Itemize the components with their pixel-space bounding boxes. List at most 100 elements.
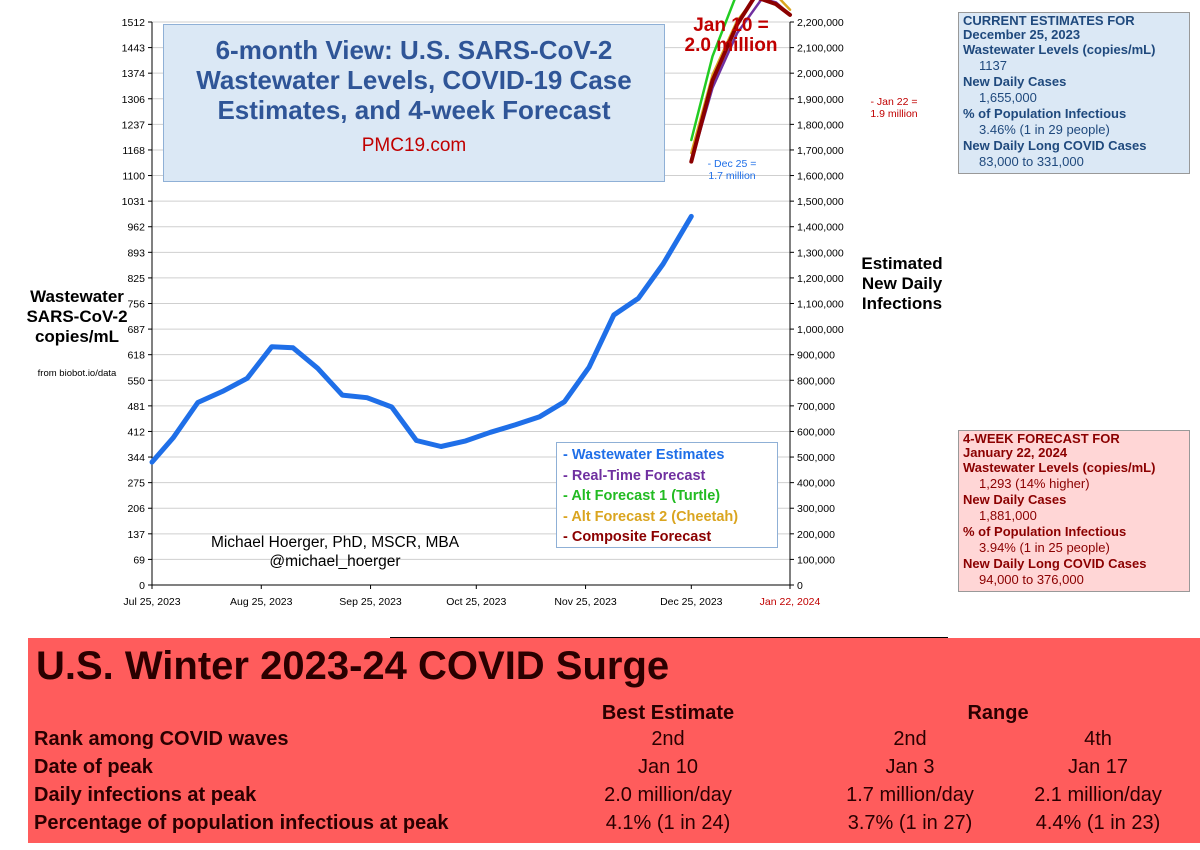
left-tick-label: 69 — [133, 554, 145, 566]
right-tick-label: 1,300,000 — [797, 247, 844, 259]
left-axis-source: from biobot.io/data — [37, 368, 117, 379]
right-tick-label: 1,100,000 — [797, 299, 844, 311]
current-cases-value: 1,655,000 — [979, 90, 1037, 105]
peak-annotation: Jan 10 = 2.0 million — [666, 16, 796, 56]
forecast-header-2: January 22, 2024 — [963, 445, 1068, 460]
row-label: Date of peak — [34, 756, 153, 778]
x-tick-label: Nov 25, 2023 — [554, 596, 617, 608]
left-tick-label: 344 — [127, 452, 145, 464]
forecast-longcovid-label: New Daily Long COVID Cases — [963, 556, 1147, 571]
current-infectious-value: 3.46% (1 in 29 people) — [979, 122, 1110, 137]
table-row: Percentage of population infectious at p… — [28, 812, 1200, 838]
author-credit: Michael Hoerger, PhD, MSCR, MBA @michael… — [180, 533, 490, 571]
right-tick-label: 700,000 — [797, 401, 835, 413]
left-tick-label: 1306 — [122, 94, 146, 106]
right-tick-label: 1,800,000 — [797, 119, 844, 131]
left-tick-label: 1100 — [122, 171, 145, 183]
row-high: 4.4% (1 in 23) — [1035, 812, 1161, 834]
table-row: Daily infections at peak 2.0 million/day… — [28, 784, 1200, 810]
row-label: Rank among COVID waves — [34, 728, 289, 750]
left-tick-label: 1237 — [122, 119, 146, 131]
right-tick-label: 400,000 — [797, 478, 835, 490]
legend-item-turtle: - Alt Forecast 1 (Turtle) — [563, 488, 721, 504]
forecast-longcovid-value: 94,000 to 376,000 — [979, 572, 1084, 587]
right-tick-label: 900,000 — [797, 350, 835, 362]
current-estimates-panel: CURRENT ESTIMATES FOR December 25, 2023 … — [958, 12, 1190, 174]
right-tick-label: 2,100,000 — [797, 43, 844, 55]
left-tick-label: 0 — [139, 580, 145, 592]
row-high: Jan 17 — [1067, 756, 1129, 778]
x-tick-label: Jan 22, 2024 — [760, 596, 821, 608]
series-line-4 — [689, 0, 792, 164]
row-best: 4.1% (1 in 24) — [605, 812, 731, 834]
right-tick-label: 100,000 — [797, 554, 835, 566]
left-tick-label: 1512 — [122, 17, 146, 29]
table-row: Rank among COVID waves 2nd 2nd 4th — [28, 728, 1200, 754]
right-tick-label: 1,000,000 — [797, 324, 844, 336]
left-tick-label: 137 — [127, 529, 145, 541]
left-tick-label: 1031 — [122, 196, 146, 208]
dec25-annotation: - Dec 25 = 1.7 million — [696, 158, 768, 182]
right-tick-label: 600,000 — [797, 426, 835, 438]
current-ww-value: 1137 — [979, 58, 1007, 73]
surge-title: U.S. Winter 2023-24 COVID Surge — [36, 644, 670, 688]
current-header-2: December 25, 2023 — [963, 27, 1081, 42]
row-high: 4th — [1084, 728, 1112, 750]
row-low: 1.7 million/day — [846, 784, 974, 806]
left-tick-label: 687 — [127, 324, 145, 336]
left-tick-label: 1374 — [122, 68, 146, 80]
right-tick-label: 1,400,000 — [797, 222, 844, 234]
chart-title: 6-month View: U.S. SARS-CoV-2 Wastewater… — [196, 35, 632, 125]
x-tick-label: Sep 25, 2023 — [339, 596, 402, 608]
left-tick-label: 618 — [127, 350, 145, 362]
legend-item-cheetah: - Alt Forecast 2 (Cheetah) — [563, 508, 739, 525]
current-longcovid-value: 83,000 to 331,000 — [979, 154, 1084, 169]
x-tick-label: Aug 25, 2023 — [230, 596, 293, 608]
left-tick-label: 412 — [127, 426, 145, 438]
left-tick-label: 1168 — [122, 145, 145, 157]
right-tick-label: 2,200,000 — [797, 17, 844, 29]
x-axis-ticks: Jul 25, 2023 Aug 25, 2023 Sep 25, 2023 Oct … — [123, 585, 821, 608]
chart-svg: 0 69 137 206 275 344 412 481 550 618 687 756 825 893 9… — [122, 0, 844, 608]
author-handle: @michael_hoerger — [269, 553, 401, 570]
forecast-infectious-value: 3.94% (1 in 25 people) — [979, 540, 1110, 555]
chart-subtitle: PMC19.com — [361, 135, 467, 156]
row-label: Daily infections at peak — [34, 784, 257, 806]
left-axis-ticks: 0 69 137 206 275 344 412 481 550 618 687 756 825 893 9… — [122, 17, 152, 592]
left-tick-label: 550 — [127, 375, 145, 387]
jan22-annotation: - Jan 22 = 1.9 million — [858, 96, 930, 120]
surge-summary-table: U.S. Winter 2023-24 COVID Surge Best Est… — [28, 638, 1200, 843]
right-axis-title: Estimated New Daily Infections — [861, 254, 943, 313]
forecast-cases-label: New Daily Cases — [963, 492, 1067, 507]
right-tick-label: 0 — [797, 580, 803, 592]
legend-item-realtime: - Real-Time Forecast — [563, 467, 706, 484]
author-name: Michael Hoerger, PhD, MSCR, MBA — [210, 534, 460, 551]
current-infectious-label: % of Population Infectious — [963, 106, 1127, 121]
legend-item-composite: - Composite Forecast — [563, 529, 712, 545]
series-line-2 — [690, 0, 736, 142]
x-tick-label: Jul 25, 2023 — [123, 596, 180, 608]
right-axis-ticks: 0 100,000 200,000 300,000 400,000 500,000 600,… — [790, 17, 844, 592]
peak-annotation-line1: Jan 10 = — [693, 15, 769, 36]
left-tick-label: 206 — [127, 503, 145, 515]
current-ww-label: Wastewater Levels (copies/mL) — [963, 42, 1156, 57]
forecast-ww-label: Wastewater Levels (copies/mL) — [963, 460, 1156, 475]
forecast-header-1: 4-WEEK FORECAST FOR — [963, 431, 1120, 446]
right-tick-label: 200,000 — [797, 529, 835, 541]
header-best-estimate: Best Estimate — [601, 702, 735, 724]
right-tick-label: 2,000,000 — [797, 68, 844, 80]
right-tick-label: 1,700,000 — [797, 145, 844, 157]
right-tick-label: 1,600,000 — [797, 171, 844, 183]
left-tick-label: 481 — [127, 401, 145, 413]
left-tick-label: 962 — [127, 222, 145, 234]
legend-item-wastewater: - Wastewater Estimates — [563, 447, 725, 463]
jan22-annotation-line1: - Jan 22 = — [870, 96, 918, 108]
row-low: 3.7% (1 in 27) — [847, 812, 973, 834]
forecast-cases-value: 1,881,000 — [979, 508, 1037, 523]
dec25-annotation-line1: - Dec 25 = — [707, 158, 757, 170]
left-axis-title: Wastewater SARS-CoV-2 copies/mL — [26, 287, 128, 346]
header-range: Range — [967, 702, 1029, 724]
right-tick-label: 300,000 — [797, 503, 835, 515]
series-lines — [149, 0, 792, 465]
chart-title-box: 6-month View: U.S. SARS-CoV-2 Wastewater… — [163, 24, 665, 182]
